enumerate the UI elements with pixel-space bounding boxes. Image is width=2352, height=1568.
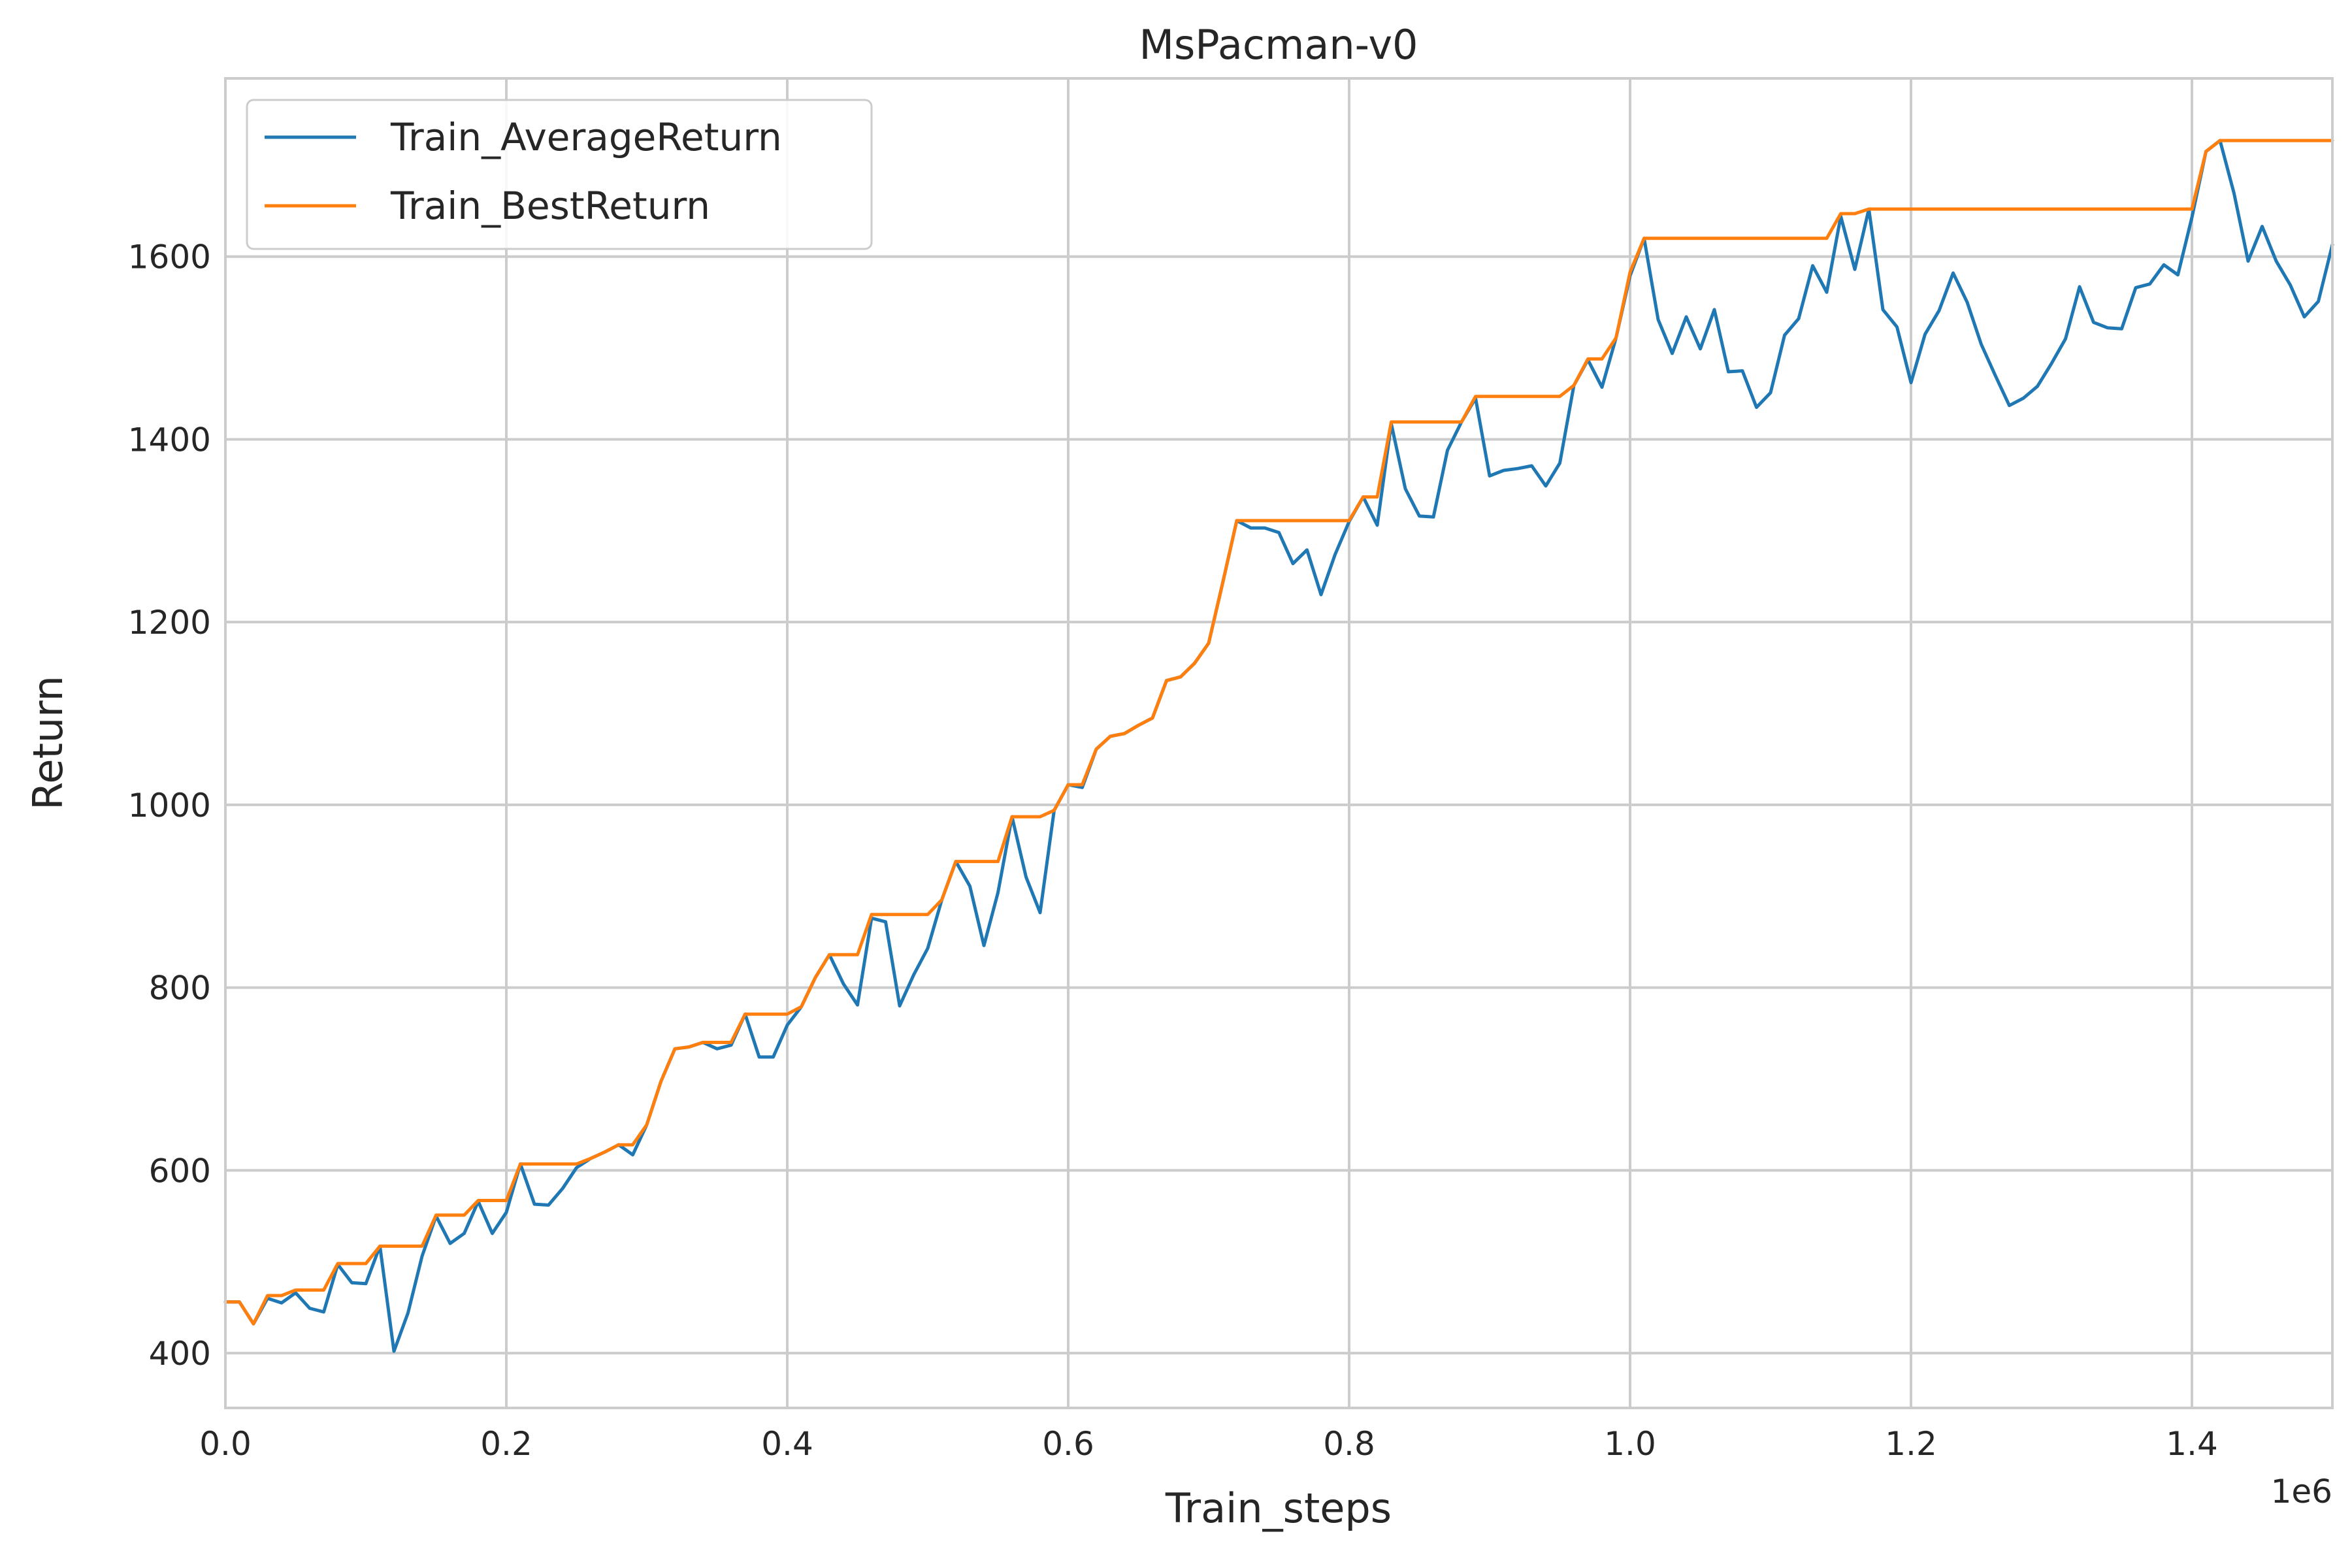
y-tick-label: 800 <box>149 970 211 1007</box>
chart-title: MsPacman-v0 <box>1139 21 1418 69</box>
legend-box <box>246 99 873 250</box>
x-tick-label: 0.6 <box>1042 1425 1094 1463</box>
x-tick-label: 0.4 <box>761 1425 813 1463</box>
x-tick-label: 0.0 <box>199 1425 252 1463</box>
y-axis-label: Return <box>24 676 72 810</box>
series-line-best-return <box>223 139 2334 1326</box>
x-tick-label: 1.0 <box>1604 1425 1656 1463</box>
x-tick-label: 1.2 <box>1885 1425 1937 1463</box>
plot-frame <box>224 77 2334 1409</box>
x-axis-label: Train_steps <box>1165 1484 1392 1532</box>
y-tick-label: 1400 <box>128 421 211 459</box>
y-tick-label: 1600 <box>128 238 211 276</box>
grid <box>224 78 2332 1408</box>
x-axis-offset-label: 1e6 <box>2271 1473 2332 1511</box>
x-tick-label: 0.8 <box>1323 1425 1375 1463</box>
series-line-average-return <box>223 139 2334 1353</box>
x-tick-label: 0.2 <box>480 1425 532 1463</box>
legend-label-average-return: Train_AverageReturn <box>390 115 782 159</box>
y-tick-label: 600 <box>149 1152 211 1190</box>
legend: Train_AverageReturn Train_BestReturn <box>246 99 873 250</box>
y-tick-label: 1000 <box>128 787 211 825</box>
legend-label-best-return: Train_BestReturn <box>390 184 710 228</box>
tick-labels: 0.0 0.2 0.4 0.6 0.8 1.0 1.2 1.4 400 600 800 1000 120… <box>128 238 2218 1463</box>
y-tick-label: 400 <box>149 1335 211 1373</box>
y-tick-label: 1200 <box>128 604 211 642</box>
series-group <box>223 139 2334 1353</box>
x-tick-label: 1.4 <box>2166 1425 2218 1463</box>
